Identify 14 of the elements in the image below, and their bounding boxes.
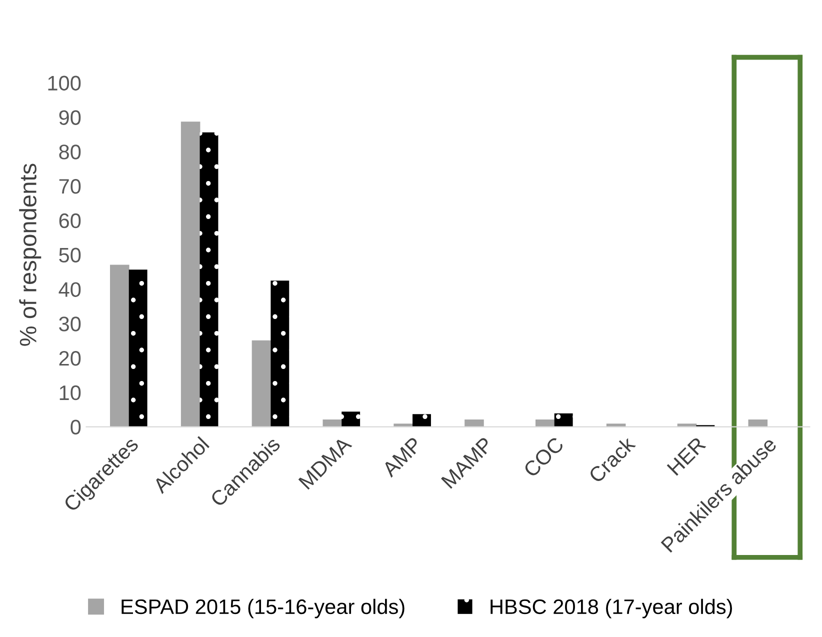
y-tick-label: 40 xyxy=(58,282,81,297)
y-tick-label: 70 xyxy=(59,179,81,194)
y-tick-label: 100 xyxy=(48,76,81,91)
y-tick-label: 20 xyxy=(59,350,81,366)
y-tick-label: 80 xyxy=(59,144,81,160)
y-tick-label: 90 xyxy=(59,110,81,125)
legend-label: HBSC 2018 (17-year olds) xyxy=(490,598,732,618)
y-tick-label: 60 xyxy=(59,213,81,228)
y-tick-label: 50 xyxy=(59,248,81,263)
y-tick-label: 0 xyxy=(70,420,81,435)
y-tick-label: 10 xyxy=(60,385,81,400)
legend-label: ESPAD 2015 (15-16-year olds) xyxy=(122,598,404,618)
y-axis-title: % of respondents xyxy=(19,164,42,346)
y-tick-label: 30 xyxy=(59,316,81,332)
